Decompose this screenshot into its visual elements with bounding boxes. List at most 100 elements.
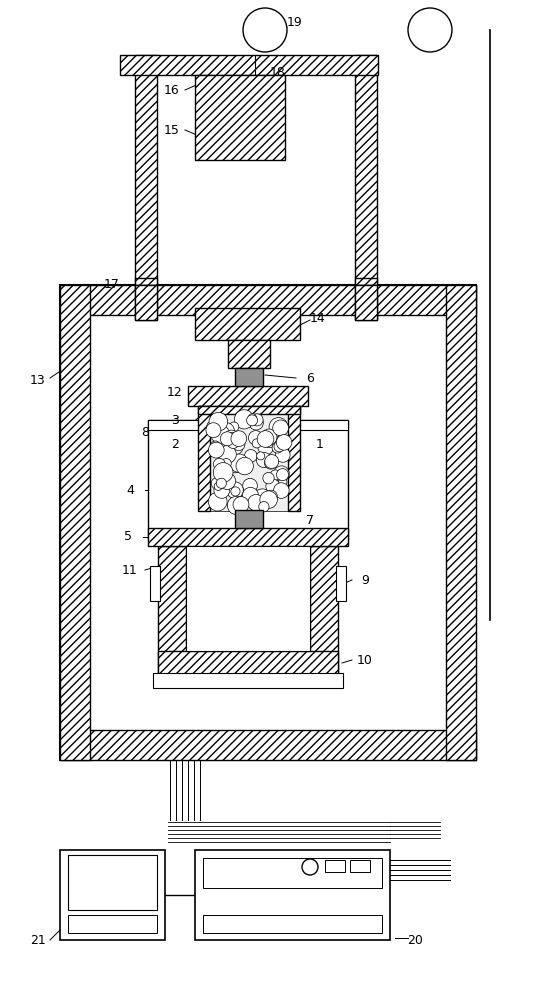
Bar [135,55,157,285]
Circle shape [220,432,234,446]
Circle shape [264,456,277,469]
Circle shape [243,478,257,493]
Circle shape [244,450,257,462]
Circle shape [270,470,280,480]
Bar [228,340,270,368]
Circle shape [227,456,243,473]
Circle shape [224,430,239,445]
Circle shape [262,432,278,448]
Bar [203,915,382,933]
Bar [195,850,390,940]
Text: 9: 9 [361,574,369,586]
Circle shape [273,483,289,498]
Circle shape [257,431,274,447]
Circle shape [253,489,272,508]
Bar [148,528,348,546]
Circle shape [209,442,224,458]
Bar [188,386,308,406]
Circle shape [247,415,257,426]
Circle shape [234,410,254,429]
Circle shape [274,441,285,452]
Text: 19: 19 [287,15,303,28]
Circle shape [220,441,229,450]
Circle shape [249,431,263,445]
Circle shape [408,8,452,52]
Circle shape [228,437,239,449]
Circle shape [257,452,265,460]
Circle shape [206,423,221,438]
Circle shape [240,494,251,505]
Text: 13: 13 [30,373,46,386]
Circle shape [214,482,222,490]
Bar [186,546,310,651]
Circle shape [276,448,290,462]
Bar [135,278,157,292]
Text: 2: 2 [171,438,179,452]
Bar [235,368,263,386]
Circle shape [233,438,245,451]
Bar [350,860,370,872]
Circle shape [260,429,277,445]
Bar [198,406,210,511]
Circle shape [217,478,226,488]
Circle shape [302,859,318,875]
Circle shape [206,420,222,436]
Circle shape [259,502,269,512]
Text: 10: 10 [357,654,373,666]
Circle shape [221,457,231,467]
Circle shape [268,458,277,467]
Circle shape [273,420,288,436]
Circle shape [272,442,283,453]
Circle shape [252,493,260,502]
Circle shape [209,492,227,511]
Bar [310,546,338,681]
Circle shape [230,454,249,473]
Bar [60,850,165,940]
Circle shape [279,478,287,486]
Circle shape [218,470,228,480]
Bar [446,285,476,760]
Circle shape [244,494,253,503]
Bar [148,420,348,430]
Text: 12: 12 [167,386,183,399]
Circle shape [214,483,229,498]
Bar [325,860,345,872]
Bar [198,406,300,414]
Circle shape [236,457,254,475]
Circle shape [231,431,247,446]
Bar [195,75,285,160]
Circle shape [218,479,234,495]
Circle shape [225,433,240,447]
Bar [68,915,157,933]
Text: 5: 5 [124,530,132,544]
Circle shape [221,459,231,468]
Bar [153,673,343,688]
Bar [60,730,476,760]
Circle shape [248,414,256,422]
Circle shape [211,425,229,443]
Circle shape [265,455,279,468]
Bar [355,278,377,292]
Bar [158,651,338,681]
Text: 3: 3 [171,414,179,426]
Text: 20: 20 [407,934,423,946]
Bar [195,308,300,340]
Bar [210,414,288,511]
Text: 16: 16 [164,84,180,97]
Circle shape [229,422,239,432]
Circle shape [260,491,277,508]
Circle shape [277,469,288,481]
Bar [186,546,310,651]
Circle shape [216,422,235,441]
Circle shape [263,472,274,484]
Bar [288,406,300,511]
Text: 7: 7 [306,514,314,526]
Bar [355,285,377,320]
Circle shape [251,414,263,426]
Text: 8: 8 [141,426,149,438]
Text: 6: 6 [306,371,314,384]
Circle shape [258,439,273,455]
Circle shape [249,416,263,430]
Circle shape [248,495,264,511]
Circle shape [243,8,287,52]
